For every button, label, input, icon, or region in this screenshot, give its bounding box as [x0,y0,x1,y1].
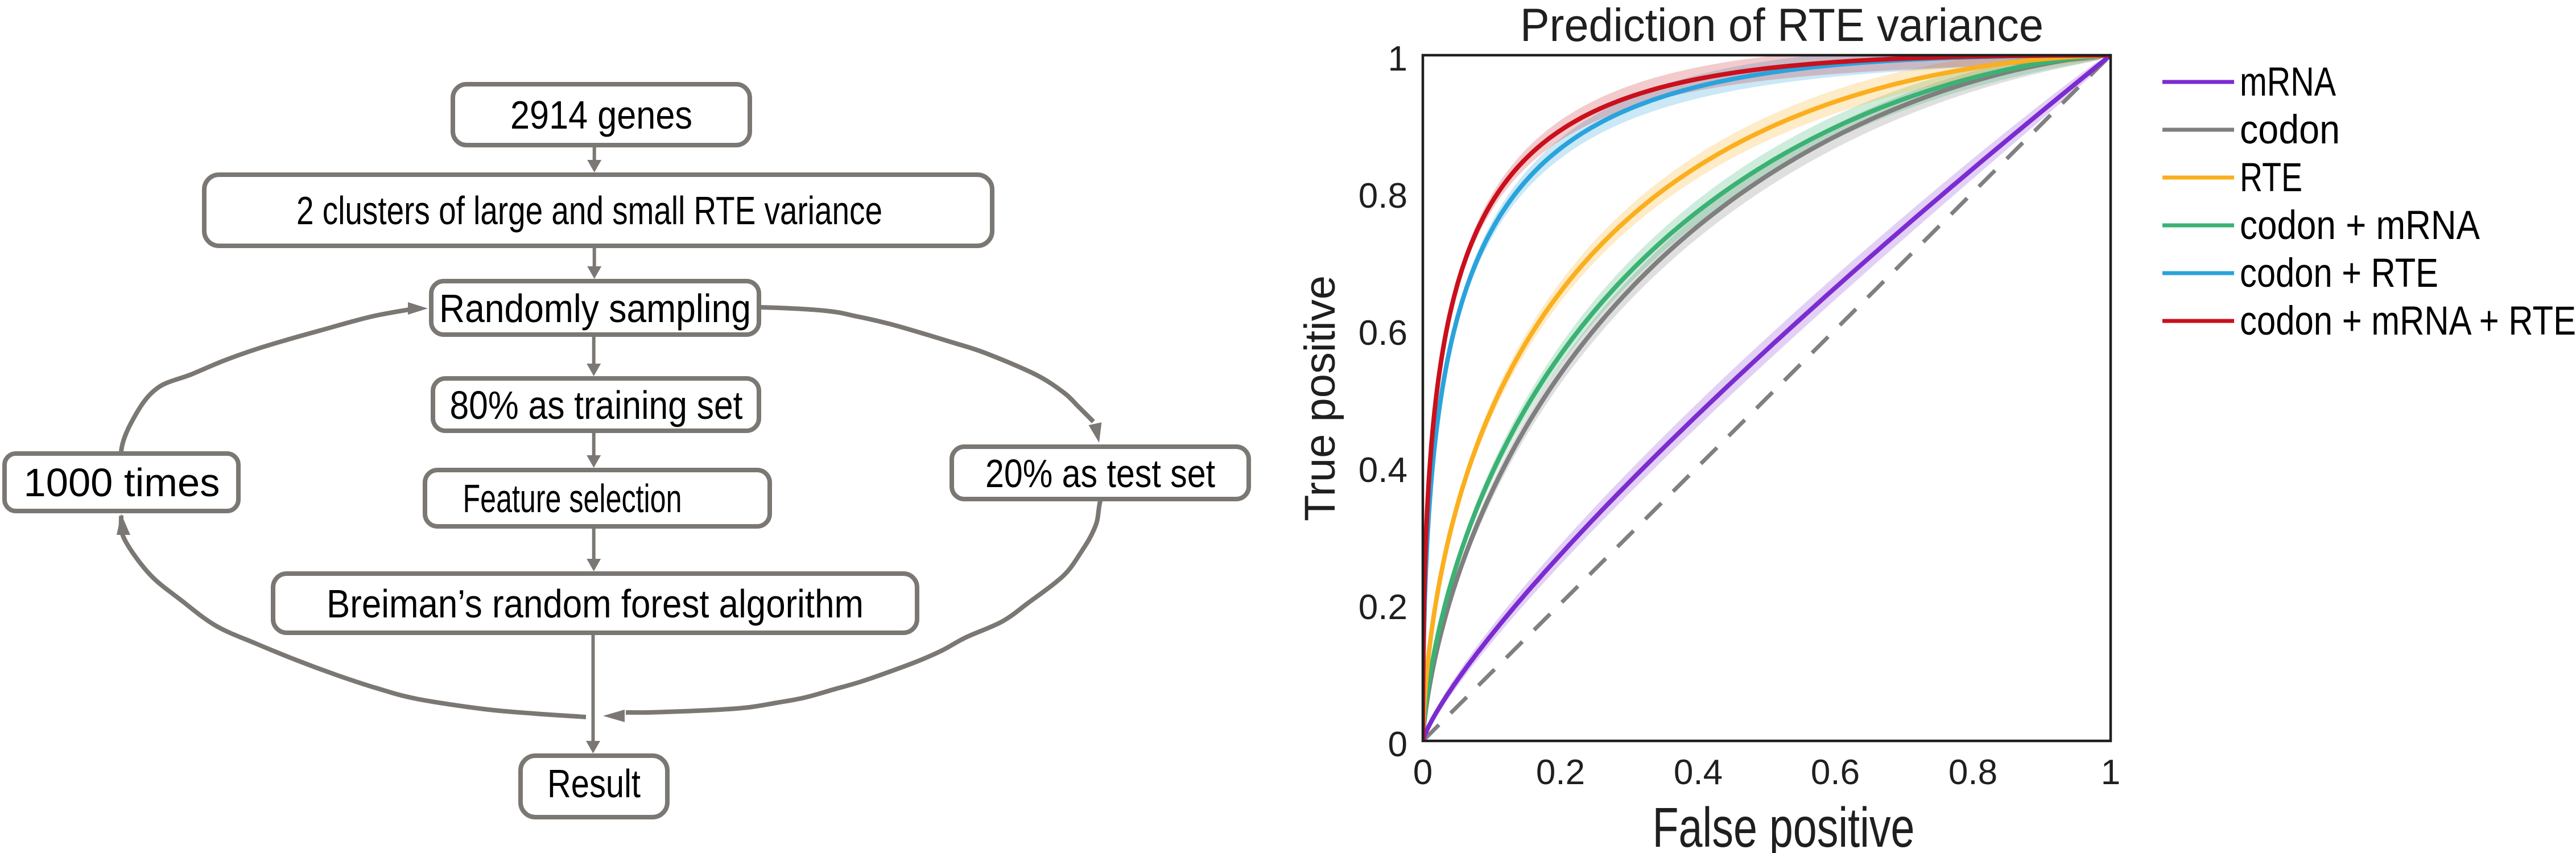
svg-text:codon + mRNA + RTE: codon + mRNA + RTE [2240,299,2576,344]
svg-text:Prediction of RTE variance: Prediction of RTE variance [1520,0,2044,51]
svg-text:Result: Result [547,761,641,806]
svg-text:0: 0 [1413,753,1433,792]
svg-text:Randomly sampling: Randomly sampling [439,286,751,331]
svg-text:0.6: 0.6 [1359,314,1407,353]
svg-text:1000 times: 1000 times [24,460,220,505]
svg-text:0.2: 0.2 [1536,753,1585,792]
svg-text:1: 1 [1388,39,1407,79]
svg-text:0.2: 0.2 [1359,588,1407,627]
svg-text:mRNA: mRNA [2240,60,2336,105]
svg-text:True positive: True positive [1296,275,1344,521]
svg-text:2 clusters of large and small: 2 clusters of large and small RTE varian… [296,188,882,233]
svg-text:0.8: 0.8 [1359,176,1407,216]
svg-text:1: 1 [2101,753,2120,792]
svg-text:Feature selection: Feature selection [463,476,682,521]
svg-text:0.6: 0.6 [1811,753,1860,792]
svg-text:False positive: False positive [1653,796,1915,853]
svg-text:0.4: 0.4 [1359,451,1407,490]
svg-text:codon: codon [2240,108,2340,153]
svg-text:2914 genes: 2914 genes [510,93,692,137]
svg-text:80% as training set: 80% as training set [450,383,743,427]
svg-text:Breiman’s random forest algori: Breiman’s random forest algorithm [327,582,864,626]
svg-text:0.4: 0.4 [1674,753,1723,792]
svg-text:RTE: RTE [2240,155,2302,200]
svg-text:0: 0 [1388,725,1407,764]
svg-text:0.8: 0.8 [1948,753,1997,792]
svg-text:20% as test set: 20% as test set [985,451,1215,496]
svg-text:codon + mRNA: codon + mRNA [2240,203,2480,248]
svg-text:codon + RTE: codon + RTE [2240,251,2438,296]
